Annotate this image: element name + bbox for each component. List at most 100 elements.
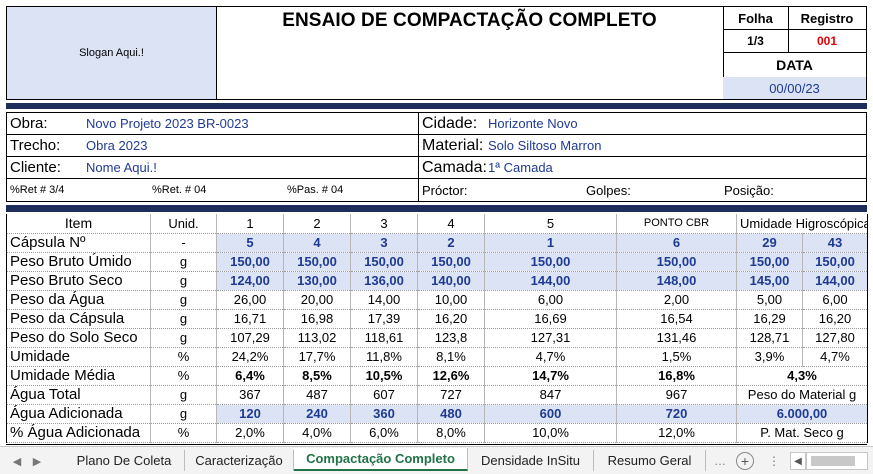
data-cell[interactable]: 127,31 (484, 328, 617, 348)
data-cell[interactable]: 10,0% (484, 423, 617, 443)
tab-caracterizacao[interactable]: Caracterização (185, 450, 294, 471)
data-cell[interactable]: 480 (417, 404, 485, 424)
data-cell[interactable]: 16,69 (484, 309, 617, 329)
data-cell[interactable]: 607 (350, 385, 418, 405)
data-cell[interactable]: 240 (283, 404, 351, 424)
data-cell[interactable]: 1 (484, 233, 617, 253)
data-cell[interactable]: 600 (484, 404, 617, 424)
data-cell[interactable]: 130,00 (283, 271, 351, 291)
data-cell[interactable]: 150,00 (216, 252, 284, 272)
data-cell[interactable]: 8,0% (417, 423, 485, 443)
data-cell[interactable]: 1,5% (616, 347, 737, 367)
scroll-thumb[interactable] (811, 456, 855, 466)
data-cell[interactable]: 2 (417, 233, 485, 253)
data-cell[interactable]: 16,20 (417, 309, 485, 329)
data-cell[interactable]: 145,00 (736, 271, 803, 291)
data-cell[interactable]: 3 (350, 233, 418, 253)
plus-circle-icon[interactable]: + (736, 452, 754, 470)
data-cell[interactable]: 4,7% (802, 347, 868, 367)
data-cell[interactable]: 17,39 (350, 309, 418, 329)
hscroll-left-icon[interactable]: ◀ (790, 452, 806, 470)
trecho-value[interactable]: Obra 2023 (86, 138, 148, 153)
data-cell[interactable]: 17,7% (283, 347, 351, 367)
data-cell[interactable]: 16,29 (736, 309, 803, 329)
data-cell[interactable]: 29 (736, 233, 803, 253)
data-cell[interactable]: 8,5% (283, 366, 351, 386)
data-cell[interactable]: 136,00 (350, 271, 418, 291)
data-cell[interactable]: 113,02 (283, 328, 351, 348)
ellipsis-icon[interactable]: … (714, 454, 726, 468)
data-cell[interactable]: 6 (616, 233, 737, 253)
data-cell[interactable]: 16,54 (616, 309, 737, 329)
data-cell[interactable]: 727 (417, 385, 485, 405)
folha-value[interactable]: 1/3 (723, 29, 789, 53)
horizontal-scrollbar[interactable] (806, 452, 868, 470)
data-cell[interactable]: 6,4% (216, 366, 284, 386)
data-cell[interactable]: 6,00 (802, 290, 868, 310)
tab-densidade-insitu[interactable]: Densidade InSitu (468, 450, 594, 471)
data-cell[interactable]: 4,0% (283, 423, 351, 443)
data-cell[interactable]: 16,71 (216, 309, 284, 329)
data-cell[interactable]: 6,00 (484, 290, 617, 310)
data-cell[interactable]: 150,00 (484, 252, 617, 272)
tab-resumo-geral[interactable]: Resumo Geral (594, 450, 706, 471)
cliente-value[interactable]: Nome Aqui.! (86, 160, 157, 175)
data-cell[interactable]: 16,20 (802, 309, 868, 329)
data-cell[interactable]: 43 (802, 233, 868, 253)
data-value[interactable]: 00/00/23 (723, 77, 867, 100)
data-cell[interactable]: 367 (216, 385, 284, 405)
data-cell[interactable]: 128,71 (736, 328, 803, 348)
tab-plano-de-coleta[interactable]: Plano De Coleta (64, 450, 185, 471)
data-cell[interactable]: 123,8 (417, 328, 485, 348)
ellipsis-icon[interactable]: ⋮ (768, 454, 780, 468)
data-cell[interactable]: 127,80 (802, 328, 868, 348)
data-cell[interactable]: 144,00 (802, 271, 868, 291)
cidade-value[interactable]: Horizonte Novo (488, 116, 578, 131)
data-cell[interactable]: 118,61 (350, 328, 418, 348)
data-cell[interactable]: 3,9% (736, 347, 803, 367)
data-cell[interactable]: 14,00 (350, 290, 418, 310)
tab-scroll-left-icon[interactable]: ◀ (12, 455, 22, 468)
data-cell[interactable]: 11,8% (350, 347, 418, 367)
data-cell[interactable]: 20,00 (283, 290, 351, 310)
data-cell[interactable]: 150,00 (417, 252, 485, 272)
data-cell[interactable]: 24,2% (216, 347, 284, 367)
data-cell[interactable]: 150,00 (736, 252, 803, 272)
tab-scroll-right-icon[interactable]: ▶ (32, 455, 42, 468)
data-cell[interactable]: 144,00 (484, 271, 617, 291)
data-cell[interactable]: 2,00 (616, 290, 737, 310)
data-cell[interactable]: 16,98 (283, 309, 351, 329)
data-cell[interactable]: 720 (616, 404, 737, 424)
data-cell[interactable]: 5 (216, 233, 284, 253)
data-cell[interactable]: 150,00 (350, 252, 418, 272)
data-cell[interactable]: 12,0% (616, 423, 737, 443)
data-cell[interactable]: 150,00 (283, 252, 351, 272)
data-cell[interactable]: 847 (484, 385, 617, 405)
data-cell[interactable]: 150,00 (802, 252, 868, 272)
hygroscopic-cell[interactable]: 6.000,00 (736, 404, 868, 424)
data-cell[interactable]: 4 (283, 233, 351, 253)
obra-value[interactable]: Novo Projeto 2023 BR-0023 (86, 116, 249, 131)
data-cell[interactable]: 6,0% (350, 423, 418, 443)
data-cell[interactable]: 16,8% (616, 366, 737, 386)
data-cell[interactable]: 124,00 (216, 271, 284, 291)
data-cell[interactable]: 4,7% (484, 347, 617, 367)
camada-value[interactable]: 1ª Camada (488, 160, 553, 175)
tab-compactacao-completo[interactable]: Compactação Completo (294, 448, 468, 471)
data-cell[interactable]: 10,00 (417, 290, 485, 310)
data-cell[interactable]: 967 (616, 385, 737, 405)
data-cell[interactable]: 12,6% (417, 366, 485, 386)
data-cell[interactable]: 487 (283, 385, 351, 405)
data-cell[interactable]: 140,00 (417, 271, 485, 291)
data-cell[interactable]: 148,00 (616, 271, 737, 291)
data-cell[interactable]: 8,1% (417, 347, 485, 367)
data-cell[interactable]: 14,7% (484, 366, 617, 386)
data-cell[interactable]: 2,0% (216, 423, 284, 443)
data-cell[interactable]: 120 (216, 404, 284, 424)
data-cell[interactable]: 131,46 (616, 328, 737, 348)
data-cell[interactable]: 10,5% (350, 366, 418, 386)
data-cell[interactable]: 360 (350, 404, 418, 424)
data-cell[interactable]: 150,00 (616, 252, 737, 272)
material-value[interactable]: Solo Siltoso Marron (488, 138, 602, 153)
data-cell[interactable]: 107,29 (216, 328, 284, 348)
